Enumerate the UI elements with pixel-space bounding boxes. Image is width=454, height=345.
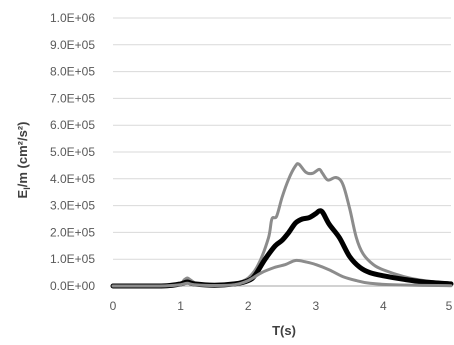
y-axis-title-sub: I bbox=[22, 187, 32, 190]
x-tick-label: 1 bbox=[177, 299, 184, 313]
y-tick-label: 9.0E+05 bbox=[50, 38, 95, 52]
y-tick-label: 2.0E+05 bbox=[50, 225, 95, 239]
y-tick-label: 1.0E+06 bbox=[50, 11, 95, 25]
y-tick-label: 4.0E+05 bbox=[50, 172, 95, 186]
y-axis-ticks: 0.0E+00 1.0E+05 2.0E+05 3.0E+05 4.0E+05 5.0E+… bbox=[50, 11, 95, 293]
y-tick-label: 1.0E+05 bbox=[50, 252, 95, 266]
series-line-1 bbox=[111, 162, 453, 288]
x-axis-title: T(s) bbox=[272, 323, 296, 338]
y-tick-label: 6.0E+05 bbox=[50, 118, 95, 132]
gridlines bbox=[113, 17, 451, 287]
y-tick-label: 5.0E+05 bbox=[50, 145, 95, 159]
y-tick-label: 7.0E+05 bbox=[50, 91, 95, 105]
x-axis-ticks: 0 1 2 3 4 5 bbox=[110, 299, 453, 313]
y-tick-label: 8.0E+05 bbox=[50, 65, 95, 79]
y-axis-title-rest: /m (cm²/s²) bbox=[15, 122, 30, 188]
x-tick-label: 0 bbox=[110, 299, 117, 313]
y-tick-label: 3.0E+05 bbox=[50, 199, 95, 213]
x-tick-label: 3 bbox=[312, 299, 319, 313]
series-lines bbox=[110, 162, 454, 289]
x-tick-label: 5 bbox=[446, 299, 453, 313]
y-tick-label: 0.0E+00 bbox=[50, 279, 95, 293]
series-line-3 bbox=[111, 258, 453, 288]
x-tick-label: 4 bbox=[380, 299, 387, 313]
y-axis-title-main: E bbox=[15, 189, 30, 198]
y-axis-title: EI/m (cm²/s²) bbox=[15, 122, 32, 199]
x-tick-label: 2 bbox=[245, 299, 252, 313]
